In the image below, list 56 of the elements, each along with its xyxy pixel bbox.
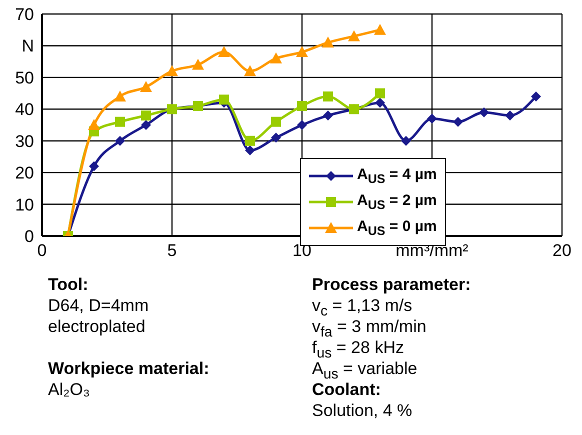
y-tick-label: 30 — [15, 132, 34, 151]
point — [141, 120, 151, 130]
text: Al₂O₃ — [48, 379, 91, 400]
y-tick-label: 0 — [24, 227, 34, 246]
y-tick-label: 70 — [15, 5, 34, 24]
legend-label: A$_{US}$ = 4 µm — [357, 166, 437, 186]
y-tick-label: 50 — [15, 68, 34, 88]
point — [244, 65, 256, 76]
text: Tool: — [48, 274, 90, 295]
text: electroplated — [48, 316, 146, 337]
point — [375, 88, 385, 98]
point — [271, 132, 281, 143]
point — [245, 136, 255, 146]
point — [479, 107, 489, 118]
point — [218, 46, 230, 58]
point — [323, 91, 333, 102]
point — [296, 46, 308, 58]
point — [219, 94, 229, 105]
point — [89, 161, 99, 172]
point — [297, 120, 307, 130]
point — [322, 36, 334, 48]
text: D64, D=4mm — [48, 295, 150, 316]
point — [453, 116, 463, 127]
point — [192, 58, 204, 70]
text: Solution, 4 % — [312, 400, 414, 421]
y-tick-label: 20 — [15, 164, 34, 183]
x-tick-label: 5 — [167, 241, 177, 260]
x-tick-label: 20 — [552, 241, 572, 260]
point — [375, 98, 385, 108]
y-tick-label: 10 — [15, 195, 34, 214]
text: Workpiece material: — [48, 358, 210, 379]
point — [270, 52, 282, 64]
point — [115, 136, 125, 146]
point — [141, 110, 151, 120]
point — [115, 116, 125, 127]
x-tick-label: 0 — [37, 241, 47, 260]
point — [88, 119, 100, 130]
legend-label: A$_{US}$ = 0 µm — [357, 218, 437, 238]
point — [531, 91, 541, 102]
point — [245, 145, 255, 156]
text: Process parameter: — [312, 274, 471, 295]
point — [323, 110, 333, 120]
point — [271, 116, 281, 127]
point — [114, 90, 126, 102]
point — [374, 24, 386, 35]
point — [140, 80, 152, 92]
legend-label: A$_{US}$ = 2 µm — [357, 192, 437, 212]
y-tick-label: 40 — [15, 100, 34, 120]
point — [348, 30, 360, 42]
point — [401, 136, 411, 146]
point — [427, 114, 437, 124]
y-tick-label: N — [22, 36, 34, 56]
point — [505, 110, 515, 120]
x-tick-label: mm³/mm² — [396, 241, 469, 260]
point — [297, 100, 307, 111]
point — [166, 65, 178, 76]
